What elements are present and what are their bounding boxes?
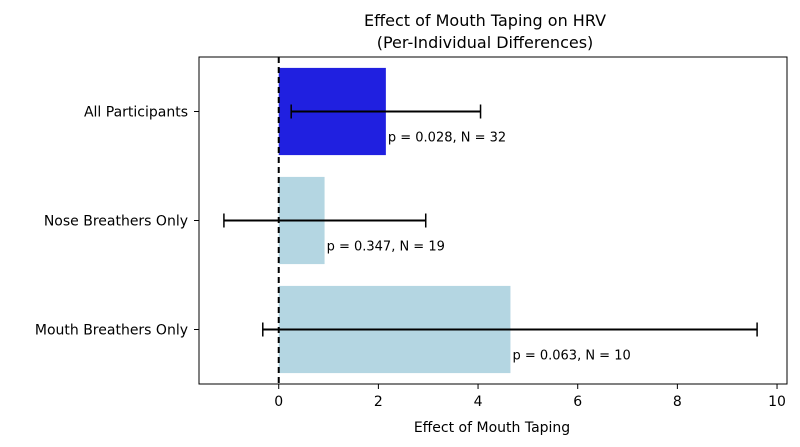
bar-annotation-1: p = 0.347, N = 19 [327, 240, 445, 255]
x-tick-label-2: 4 [474, 394, 483, 410]
x-tick-label-3: 6 [573, 394, 582, 410]
plot-area: p = 0.028, N = 32 p = 0.347, N = 19 p = 0.… [35, 56, 788, 410]
y-tick-label-1: Nose Breathers Only [44, 214, 188, 230]
bar-annotation-0: p = 0.028, N = 32 [388, 131, 506, 146]
x-tick-label-0: 0 [274, 394, 283, 410]
x-tick-label-5: 10 [768, 394, 786, 410]
x-axis-label: Effect of Mouth Taping [414, 420, 570, 436]
chart-subtitle: (Per-Individual Differences) [377, 33, 594, 52]
y-tick-label-0: All Participants [84, 105, 188, 121]
y-tick-label-2: Mouth Breathers Only [35, 323, 188, 339]
x-tick-label-4: 8 [673, 394, 682, 410]
x-tick-label-1: 2 [374, 394, 383, 410]
bar-annotation-2: p = 0.063, N = 10 [512, 349, 630, 364]
chart-title: Effect of Mouth Taping on HRV [364, 11, 606, 30]
